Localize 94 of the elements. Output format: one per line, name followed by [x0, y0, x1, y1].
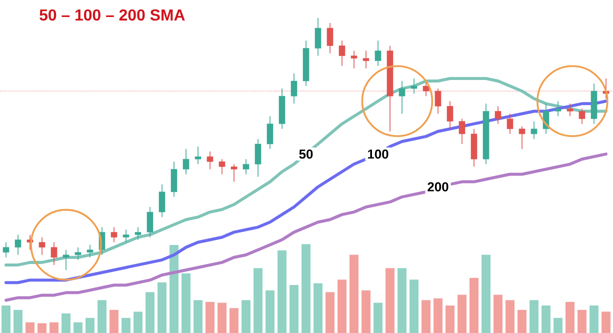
- bar: [326, 292, 335, 333]
- bar: [230, 308, 239, 333]
- candlestick: [410, 78, 418, 94]
- candlestick: [170, 161, 178, 198]
- bar: [290, 284, 299, 333]
- bar: [458, 294, 467, 333]
- bar: [350, 254, 359, 333]
- candlestick: [62, 249, 70, 270]
- candlestick: [158, 184, 166, 218]
- candlestick: [86, 244, 94, 258]
- candlestick: [38, 236, 46, 256]
- bar: [338, 280, 347, 333]
- bar: [122, 318, 130, 333]
- bar: [182, 273, 191, 333]
- bar: [302, 244, 311, 333]
- bar: [542, 305, 551, 333]
- candlestick: [398, 80, 406, 114]
- candlestick: [206, 151, 214, 170]
- candlestick: [146, 206, 154, 238]
- candlestick: [374, 40, 382, 66]
- bar: [362, 290, 371, 333]
- candlestick: [254, 138, 262, 178]
- series-label: 50: [299, 149, 313, 159]
- bar: [194, 300, 203, 333]
- candlestick: [230, 164, 238, 182]
- bar: [134, 312, 142, 333]
- bar: [242, 300, 251, 333]
- bar: [314, 283, 323, 333]
- bar: [74, 322, 82, 333]
- bar: [422, 300, 431, 333]
- candlestick: [578, 108, 586, 124]
- bar: [410, 280, 419, 333]
- candlestick: [182, 148, 190, 175]
- bar: [386, 268, 395, 333]
- candlestick: [506, 113, 514, 134]
- bar: [50, 322, 58, 333]
- bar: [374, 302, 383, 333]
- bar: [518, 310, 527, 333]
- candlestick: [554, 100, 562, 117]
- bar: [14, 310, 22, 333]
- bar: [554, 318, 563, 333]
- bar: [434, 298, 443, 333]
- bar: [482, 254, 491, 333]
- candlestick: [446, 100, 454, 130]
- candlestick: [434, 88, 442, 114]
- candlestick: [2, 242, 10, 258]
- candlestick: [122, 229, 130, 243]
- candlestick: [350, 50, 358, 69]
- candlestick: [326, 22, 334, 54]
- candlestick: [242, 158, 250, 175]
- candlestick: [530, 120, 538, 140]
- candlestick: [218, 158, 226, 175]
- candlestick: [110, 226, 118, 243]
- bar: [98, 300, 106, 333]
- bar: [86, 318, 94, 333]
- bar: [38, 323, 46, 333]
- candlestick: [458, 118, 466, 144]
- bar: [254, 268, 263, 333]
- bar: [590, 305, 599, 333]
- candlestick: [74, 246, 82, 260]
- bar: [2, 305, 10, 333]
- bar: [506, 300, 515, 333]
- bar: [566, 302, 575, 333]
- candlestick: [518, 126, 526, 150]
- candlestick: [134, 226, 142, 240]
- candlestick: [14, 234, 22, 256]
- candlestick: [338, 40, 346, 66]
- bar: [206, 302, 215, 333]
- candlestick: [194, 146, 202, 165]
- candlestick: [494, 106, 502, 124]
- bar: [26, 322, 34, 333]
- candlestick: [362, 50, 370, 69]
- bar: [266, 290, 275, 333]
- bar: [278, 250, 287, 333]
- bar: [398, 268, 407, 333]
- candlestick: [50, 242, 58, 266]
- bar: [578, 310, 587, 333]
- candlestick: [290, 73, 298, 104]
- bar: [494, 294, 503, 333]
- candlestick: [266, 116, 274, 150]
- candlestick: [566, 103, 574, 117]
- bar: [146, 292, 154, 333]
- bar: [602, 312, 611, 333]
- bar: [470, 278, 479, 333]
- bar: [62, 313, 70, 333]
- bar: [170, 244, 179, 333]
- bar: [530, 300, 539, 333]
- bar: [110, 310, 118, 333]
- candlestick: [422, 80, 430, 97]
- bar: [446, 305, 455, 333]
- chart-title: 50 – 100 – 200 SMA: [40, 9, 185, 21]
- bar: [158, 282, 166, 333]
- bar: [218, 302, 227, 333]
- candlestick: [314, 18, 322, 56]
